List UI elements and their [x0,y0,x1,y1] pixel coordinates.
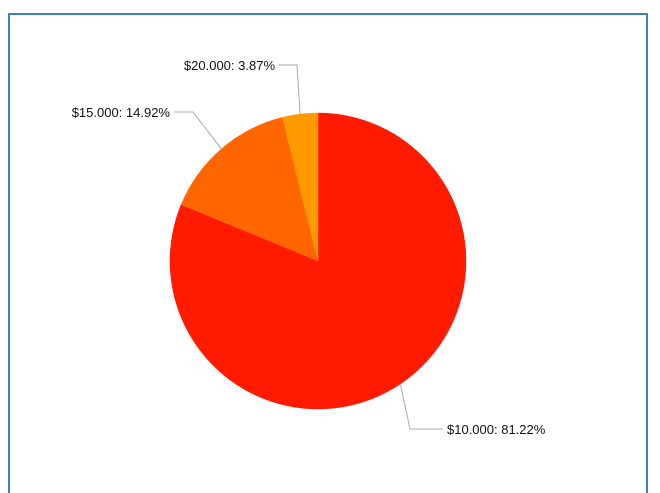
leader-line-2 [174,111,222,150]
leader-line-3 [279,64,301,115]
pie-slice-3 [282,112,319,262]
slice-label-3: $20.000: 3.87% [184,58,276,73]
leader-line-1 [399,383,443,430]
slice-label-1: $10.000: 81.22% [447,422,546,437]
pie-slice-2 [180,117,319,262]
slice-label-2: $15.000: 14.92% [72,105,171,120]
